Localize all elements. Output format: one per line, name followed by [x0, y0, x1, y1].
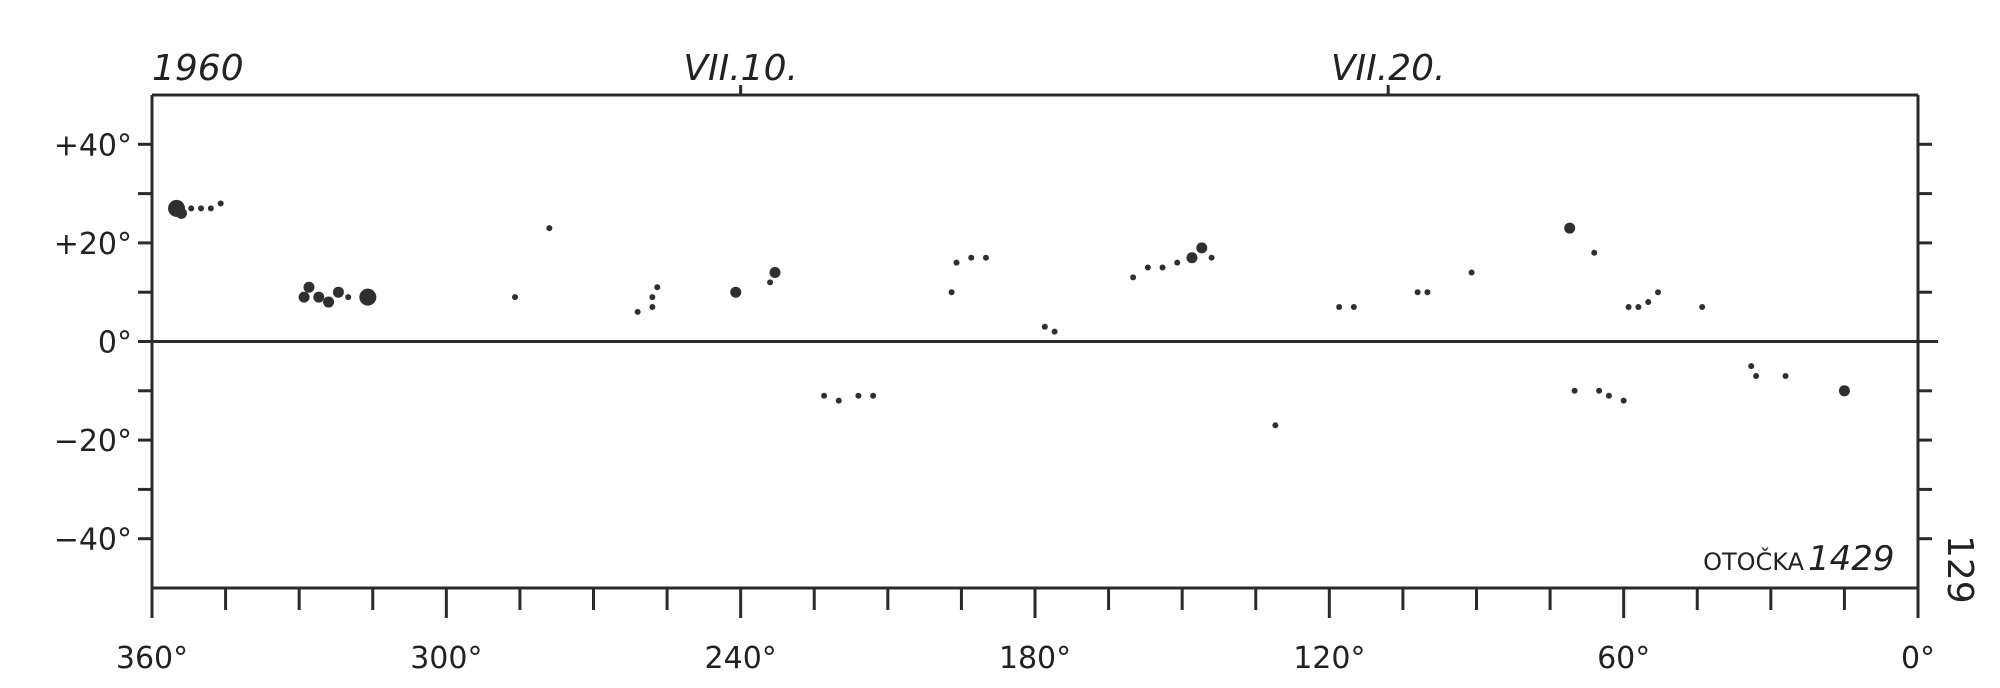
sunspot-point	[1564, 222, 1576, 234]
year-label: 1960	[152, 48, 244, 89]
sunspot-point	[1196, 242, 1208, 254]
page-number: 129	[1939, 535, 1980, 604]
sunspot-point	[730, 286, 742, 298]
sunspot-point	[175, 207, 187, 219]
sunspot-point	[303, 281, 315, 293]
x-tick-label: 360°	[116, 641, 188, 676]
sunspot-point	[835, 397, 842, 404]
sunspot-point	[767, 279, 774, 286]
sunspot-point	[1159, 264, 1166, 271]
x-tick-label: 240°	[705, 641, 777, 676]
date-marker-label: VII.20.	[1331, 48, 1446, 89]
rotation-number: 1429	[1808, 539, 1895, 579]
sunspot-point	[1748, 363, 1755, 370]
y-tick-label: 0°	[98, 326, 132, 361]
sunspot-point	[323, 296, 335, 308]
sunspot-point	[1645, 299, 1652, 306]
sunspot-point	[1655, 289, 1662, 296]
sunspot-point	[1174, 259, 1181, 266]
y-tick-label: +20°	[54, 227, 132, 262]
rotation-label-group: OTOČKA 1429	[1703, 539, 1894, 579]
sunspot-point	[1144, 264, 1151, 271]
sunspot-point	[188, 205, 195, 212]
date-marker-label: VII.10.	[683, 48, 798, 89]
sunspot-point	[546, 225, 553, 232]
date-axis: VII.10. VII.20.	[683, 48, 1445, 95]
x-tick-label: 60°	[1597, 641, 1650, 676]
x-tick-label: 180°	[999, 641, 1071, 676]
sunspot-point	[359, 288, 377, 306]
sunspot-point	[1625, 303, 1632, 310]
sunspot-point	[634, 308, 641, 315]
sunspot-point	[649, 303, 656, 310]
sunspot-point	[649, 294, 656, 301]
sunspot-point	[769, 266, 781, 278]
sunspot-point	[982, 254, 989, 261]
sunspot-point	[1596, 387, 1603, 394]
sunspot-point	[855, 392, 862, 399]
sunspot-point	[1635, 303, 1642, 310]
sunspot-point	[512, 294, 519, 301]
sunspot-point	[1620, 397, 1627, 404]
x-axis: 360° 300° 240° 180° 120° 60° 0°	[116, 588, 1935, 676]
sunspot-point	[1130, 274, 1137, 281]
sunspot-point	[870, 392, 877, 399]
sunspot-point	[968, 254, 975, 261]
sunspot-point	[298, 291, 310, 303]
sunspot-point	[1838, 385, 1850, 397]
sunspot-point	[1782, 373, 1789, 380]
sunspot-point	[1186, 252, 1198, 264]
y-tick-label: +40°	[54, 128, 132, 163]
sunspot-point	[948, 289, 955, 296]
sunspot-point	[654, 284, 661, 291]
y-tick-label: −20°	[54, 424, 132, 459]
sunspot-point	[1605, 392, 1612, 399]
y-tick-label: −40°	[54, 523, 132, 558]
x-tick-label: 300°	[410, 641, 482, 676]
sunspot-point	[207, 205, 214, 212]
sunspot-point	[1699, 303, 1706, 310]
sunspot-point	[1571, 387, 1578, 394]
sunspot-point	[345, 294, 352, 301]
sunspot-point	[953, 259, 960, 266]
sunspot-point	[1424, 289, 1431, 296]
sunspot-point	[1753, 373, 1760, 380]
sunspot-point	[1350, 303, 1357, 310]
sunspot-point	[1468, 269, 1475, 276]
sunspot-point	[1272, 422, 1279, 429]
sunspot-point	[313, 291, 325, 303]
sunspot-point	[1208, 254, 1215, 261]
plot-frame	[150, 93, 1938, 590]
x-tick-label: 0°	[1901, 641, 1935, 676]
sunspot-point	[1591, 249, 1598, 256]
spot-markers	[168, 199, 1850, 429]
x-tick-label: 120°	[1293, 641, 1365, 676]
sunspot-point	[1051, 328, 1058, 335]
sunspot-point	[1336, 303, 1343, 310]
sunspot-point	[332, 286, 344, 298]
rotation-label: OTOČKA	[1703, 546, 1805, 576]
sunspot-point	[198, 205, 205, 212]
y-axis: +40° +20° 0° −20° −40°	[54, 128, 1932, 558]
sunspot-point	[821, 392, 828, 399]
sunspot-point	[1041, 323, 1048, 330]
sunspot-point	[217, 200, 224, 207]
sunspot-point	[1414, 289, 1421, 296]
